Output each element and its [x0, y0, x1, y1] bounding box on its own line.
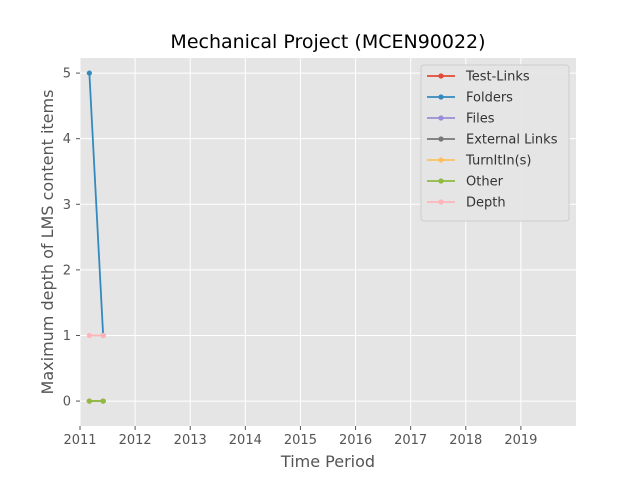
legend-label: TurnItIn(s) — [465, 154, 531, 169]
legend-item: Depth — [427, 196, 506, 211]
y-tick-label: 3 — [63, 198, 71, 213]
legend-swatch-marker — [438, 136, 444, 142]
x-tick-label: 2011 — [63, 433, 96, 448]
x-tick-label: 2017 — [394, 433, 427, 448]
legend-label: External Links — [466, 133, 558, 148]
legend-item: Other — [427, 175, 504, 190]
legend-swatch-marker — [438, 199, 444, 205]
legend-swatch-marker — [438, 73, 444, 79]
y-axis-label: Maximum depth of LMS content items — [38, 90, 57, 395]
legend-label: Depth — [466, 196, 506, 211]
data-point — [100, 398, 106, 404]
y-tick-label: 4 — [63, 132, 71, 147]
legend: Test-Links Folders Files External Links Turn… — [420, 64, 570, 222]
series-line — [88, 73, 105, 336]
data-point — [86, 332, 92, 339]
series-depth — [86, 332, 106, 339]
legend-item: External Links — [427, 133, 558, 148]
legend-swatch-marker — [438, 178, 444, 184]
legend-box — [420, 64, 570, 222]
data-point — [86, 70, 92, 76]
axes: 2011 2012 2013 2014 2015 2016 2017 2018 2019 0 1 2 3… — [63, 67, 538, 448]
y-tick-label: 5 — [63, 67, 71, 82]
data-point — [86, 398, 92, 404]
legend-swatch-marker — [438, 94, 444, 100]
x-tick-label: 2015 — [284, 433, 317, 448]
legend-item: TurnItIn(s) — [427, 154, 531, 169]
series-layer — [86, 70, 106, 404]
x-tick-label: 2016 — [339, 433, 372, 448]
x-tick-label: 2018 — [449, 433, 482, 448]
y-tick-label: 1 — [63, 329, 71, 344]
x-tick-label: 2012 — [119, 433, 152, 448]
legend-swatch-marker — [438, 115, 444, 121]
legend-item: Files — [427, 112, 495, 127]
y-tick-label: 0 — [63, 395, 71, 410]
x-tick-label: 2013 — [174, 433, 207, 448]
legend-swatch-marker — [438, 157, 444, 163]
legend-label: Folders — [466, 91, 513, 106]
x-axis-label: Time Period — [280, 452, 375, 471]
x-tick-label: 2019 — [504, 433, 537, 448]
data-point — [100, 332, 106, 339]
legend-label: Other — [466, 175, 504, 190]
series-other — [86, 398, 106, 404]
legend-item: Folders — [427, 91, 513, 106]
y-tick-label: 2 — [63, 263, 71, 278]
legend-label: Test-Links — [465, 70, 530, 85]
legend-item: Test-Links — [427, 70, 530, 85]
legend-label: Files — [466, 112, 495, 127]
x-tick-label: 2014 — [229, 433, 262, 448]
chart-title: Mechanical Project (MCEN90022) — [170, 31, 485, 53]
